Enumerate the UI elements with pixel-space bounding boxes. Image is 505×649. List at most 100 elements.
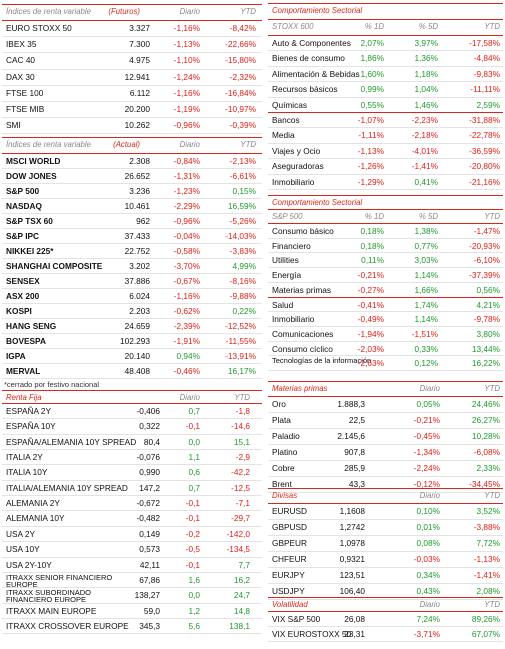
separator <box>2 273 262 274</box>
separator <box>268 96 503 98</box>
row-label: Comunicaciones <box>272 328 334 339</box>
separator <box>2 418 262 420</box>
separator <box>268 412 503 413</box>
value-cell: -1,94% <box>357 328 384 339</box>
value-cell: 2.203 <box>129 306 150 316</box>
separator <box>2 390 262 391</box>
value-cell: 0,41% <box>414 176 438 187</box>
separator <box>268 396 503 397</box>
value-cell: -0,96% <box>173 120 200 131</box>
value-cell: -1,07% <box>357 115 384 125</box>
value-cell: 0,7 <box>188 406 200 416</box>
value-cell: 3,97% <box>414 38 438 48</box>
separator <box>2 213 262 214</box>
separator <box>2 571 262 573</box>
separator <box>268 267 503 269</box>
row-label: DOW JONES <box>6 171 57 181</box>
column-header: Índices de renta variable <box>6 7 91 16</box>
value-cell: -36,59% <box>469 145 500 156</box>
row-label: Salud <box>272 299 294 310</box>
separator <box>2 133 262 135</box>
row-label: Cobre <box>272 463 295 473</box>
separator <box>268 35 503 36</box>
value-cell: -13,91% <box>225 351 256 361</box>
value-cell: 1,2 <box>188 605 200 616</box>
separator <box>268 519 503 520</box>
column-header: Renta Fija <box>6 393 42 402</box>
value-cell: -2,13% <box>229 156 256 166</box>
value-cell: -20,80% <box>469 161 500 172</box>
separator <box>268 597 503 598</box>
value-cell: -1,47% <box>473 226 500 236</box>
row-label: Bienes de consumo <box>272 53 345 64</box>
value-cell: 1,0978 <box>339 538 365 548</box>
separator <box>268 173 503 175</box>
value-cell: -1,23% <box>173 186 200 196</box>
value-cell: -0,1 <box>185 559 200 570</box>
column-header: YTD <box>484 22 500 31</box>
separator <box>268 325 503 327</box>
value-cell: -1,41% <box>473 570 500 580</box>
separator <box>2 168 262 169</box>
separator <box>268 535 503 536</box>
column-header: % 1D <box>364 22 384 31</box>
separator <box>268 281 503 283</box>
value-cell: 89,26% <box>471 614 500 624</box>
value-cell: -2,63% <box>357 358 384 369</box>
value-cell: 37.433 <box>124 231 150 241</box>
value-cell: -0,076 <box>136 452 160 463</box>
value-cell: -0,1 <box>185 498 200 509</box>
row-label: S&P 500 <box>6 186 40 196</box>
value-cell: -8,16% <box>229 276 256 286</box>
value-cell: -0,5 <box>185 544 200 555</box>
value-cell: 1,74% <box>414 299 438 310</box>
separator <box>2 20 262 21</box>
value-cell: -1,16% <box>173 87 200 98</box>
value-cell: -0,84% <box>173 156 200 166</box>
value-cell: 0,94% <box>176 351 200 361</box>
row-label: Plata <box>272 415 291 425</box>
value-cell: -0,58% <box>173 246 200 256</box>
separator <box>2 464 262 466</box>
value-cell: -134,5 <box>226 544 250 555</box>
value-cell: -31,88% <box>469 115 500 125</box>
value-cell: 1,18% <box>414 68 438 79</box>
value-cell: 2.308 <box>129 156 150 166</box>
row-label: ASX 200 <box>6 291 40 301</box>
row-label: FTSE MIB <box>6 104 45 114</box>
separator <box>2 495 262 497</box>
value-cell: 5,6 <box>188 620 200 631</box>
value-cell: 1,36% <box>414 53 438 64</box>
value-cell: 907,8 <box>344 447 365 457</box>
value-cell: -3,88% <box>473 522 500 532</box>
value-cell: 16,2 <box>233 574 250 585</box>
value-cell: -9,88% <box>229 291 256 301</box>
row-label: CHFEUR <box>272 554 307 564</box>
separator <box>2 449 262 451</box>
value-cell: -0,1 <box>185 513 200 524</box>
value-cell: 0,99% <box>360 84 384 95</box>
row-label: ESPAÑA/ALEMANIA 10Y SPREAD <box>6 436 137 447</box>
value-cell: 0,0 <box>188 590 200 601</box>
separator <box>2 4 262 5</box>
column-header: YTD <box>484 491 500 500</box>
row-label: Materias primas <box>272 284 332 295</box>
value-cell: -1,11% <box>358 130 384 141</box>
value-cell: 10.262 <box>124 120 150 131</box>
column-header: (Actual) <box>113 140 140 149</box>
row-label: EURO STOXX 50 <box>6 23 72 33</box>
row-label: Aseguradoras <box>272 161 324 172</box>
column-header: Diario <box>179 7 200 16</box>
row-label: Financiero <box>272 240 311 251</box>
row-label: Platino <box>272 447 298 457</box>
separator <box>268 127 503 129</box>
value-cell: -5,26% <box>229 216 256 226</box>
value-cell: -3,70% <box>173 261 200 271</box>
value-cell: 7,72% <box>476 538 500 548</box>
value-cell: -0,406 <box>136 406 160 416</box>
row-label: Utilities <box>272 255 299 266</box>
value-cell: -0,62% <box>173 306 200 316</box>
value-cell: 24,7 <box>233 590 250 601</box>
column-header: YTD <box>484 600 500 609</box>
separator <box>268 81 503 83</box>
